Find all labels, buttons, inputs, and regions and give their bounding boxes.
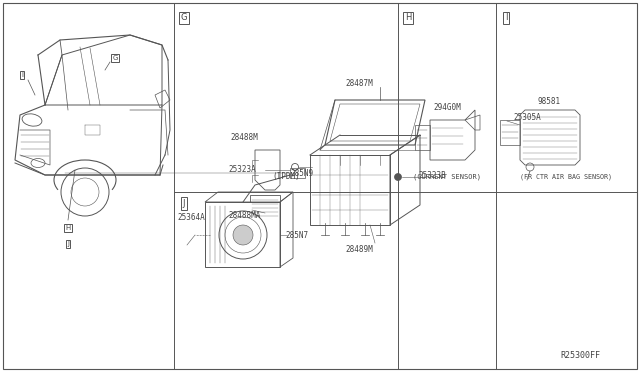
Text: J: J — [67, 241, 69, 247]
Text: 25323A: 25323A — [228, 166, 256, 174]
Text: I: I — [505, 13, 508, 22]
Text: R25300FF: R25300FF — [560, 352, 600, 360]
Text: 294G0M: 294G0M — [433, 103, 461, 112]
Text: 28488M: 28488M — [230, 132, 258, 141]
Text: 25305A: 25305A — [513, 112, 541, 122]
Text: G: G — [181, 13, 188, 22]
Text: 25364A: 25364A — [177, 214, 205, 222]
Text: (CURRENT SENSOR): (CURRENT SENSOR) — [413, 173, 481, 180]
Text: I: I — [21, 72, 23, 78]
Circle shape — [394, 173, 401, 180]
Text: H: H — [65, 225, 70, 231]
Text: (FR CTR AIR BAG SENSOR): (FR CTR AIR BAG SENSOR) — [520, 173, 612, 180]
Bar — [248, 203, 252, 215]
Text: 25323B: 25323B — [418, 170, 445, 180]
Text: 285N7: 285N7 — [285, 231, 308, 240]
Text: J: J — [183, 199, 186, 208]
Text: G: G — [112, 55, 118, 61]
Text: 28487M: 28487M — [345, 78, 372, 87]
Text: H: H — [405, 13, 412, 22]
Text: 98581: 98581 — [537, 96, 560, 106]
Text: (IPDM): (IPDM) — [272, 172, 300, 181]
Text: 28489M: 28489M — [345, 246, 372, 254]
Text: 285N9: 285N9 — [290, 169, 313, 177]
Bar — [205, 202, 280, 267]
Text: 28488MA: 28488MA — [228, 211, 260, 219]
Circle shape — [233, 225, 253, 245]
